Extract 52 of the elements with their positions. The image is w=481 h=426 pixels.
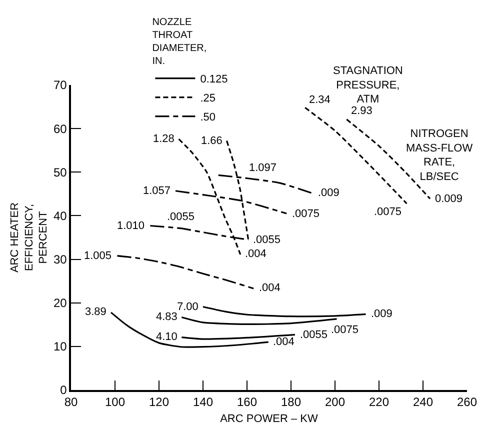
annotation: 2.93: [351, 105, 372, 117]
annotation: 1.005: [84, 250, 112, 262]
annotation: 4.10: [156, 331, 178, 343]
x-tick-label: 160: [236, 395, 258, 410]
annotation: .0055: [167, 211, 195, 223]
x-tick-label: 260: [456, 395, 478, 410]
x-tick-label: 240: [412, 395, 434, 410]
x-tick-label: 140: [192, 395, 214, 410]
y-tick-label: 60: [53, 122, 68, 136]
annotation: 7.00: [177, 301, 198, 313]
annotation: .0055: [300, 329, 328, 341]
y-axis-title: ARC HEATER EFFICIENCY, PERCENT: [9, 202, 50, 273]
annotation: .009: [371, 308, 392, 320]
annotation: NITROGEN MASS-FLOW RATE, LB/SEC: [406, 128, 474, 183]
annotation: .009: [318, 187, 340, 199]
y-tick-label: 40: [53, 208, 68, 223]
y-tick-label: 30: [53, 252, 68, 266]
annotation: .004: [245, 248, 266, 260]
annotation: 1.28: [153, 133, 174, 145]
x-tick-label: 120: [148, 395, 170, 410]
annotation: STAGNATION PRESSURE, ATM: [333, 65, 403, 106]
y-tick-label: 50: [53, 165, 68, 180]
annotation: .0075: [331, 324, 359, 336]
legend-label: .25: [200, 92, 216, 105]
annotation: 1.057: [143, 185, 171, 197]
annotation: .0075: [292, 208, 320, 220]
legend-label: 0.125: [200, 74, 228, 86]
line-series: [304, 106, 408, 204]
x-tick-label: 220: [368, 395, 390, 410]
x-tick-label: 80: [64, 395, 78, 410]
annotation: .004: [259, 282, 280, 294]
annotation: 1.010: [117, 220, 145, 232]
y-tick-label: 10: [53, 340, 68, 354]
annotation: .0075: [374, 206, 402, 218]
annotation: 3.89: [85, 306, 106, 318]
x-tick-label: 100: [104, 395, 126, 410]
x-tick-label: 180: [280, 395, 302, 410]
annotation: .0055: [253, 234, 281, 246]
x-tick-label: 200: [324, 395, 346, 410]
annotation: 0.009: [435, 193, 463, 205]
annotation: 4.83: [156, 311, 178, 323]
annotation: .004: [273, 336, 294, 348]
x-axis-title: ARC POWER – KW: [220, 412, 319, 425]
annotation: 1.097: [249, 162, 277, 174]
y-tick-label: 0: [60, 383, 68, 398]
annotation: 2.34: [309, 94, 330, 106]
line-series: [110, 312, 270, 348]
annotation: 1.66: [201, 135, 222, 147]
y-tick-label: 70: [53, 78, 68, 92]
legend-title: NOZZLE THROAT DIAMETER, IN.: [152, 16, 207, 67]
y-tick-label: 20: [53, 296, 68, 310]
legend-label: .50: [200, 112, 216, 124]
